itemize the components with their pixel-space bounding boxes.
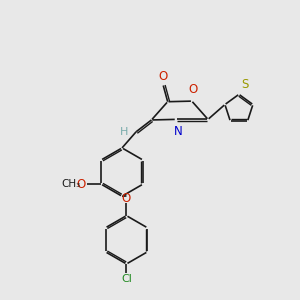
Text: CH₃: CH₃	[61, 179, 80, 189]
Text: N: N	[174, 125, 182, 138]
Text: H: H	[120, 127, 128, 137]
Text: O: O	[188, 83, 197, 96]
Text: Cl: Cl	[121, 274, 132, 284]
Text: O: O	[159, 70, 168, 83]
Text: O: O	[122, 192, 131, 205]
Text: O: O	[77, 178, 86, 191]
Text: S: S	[241, 78, 249, 92]
